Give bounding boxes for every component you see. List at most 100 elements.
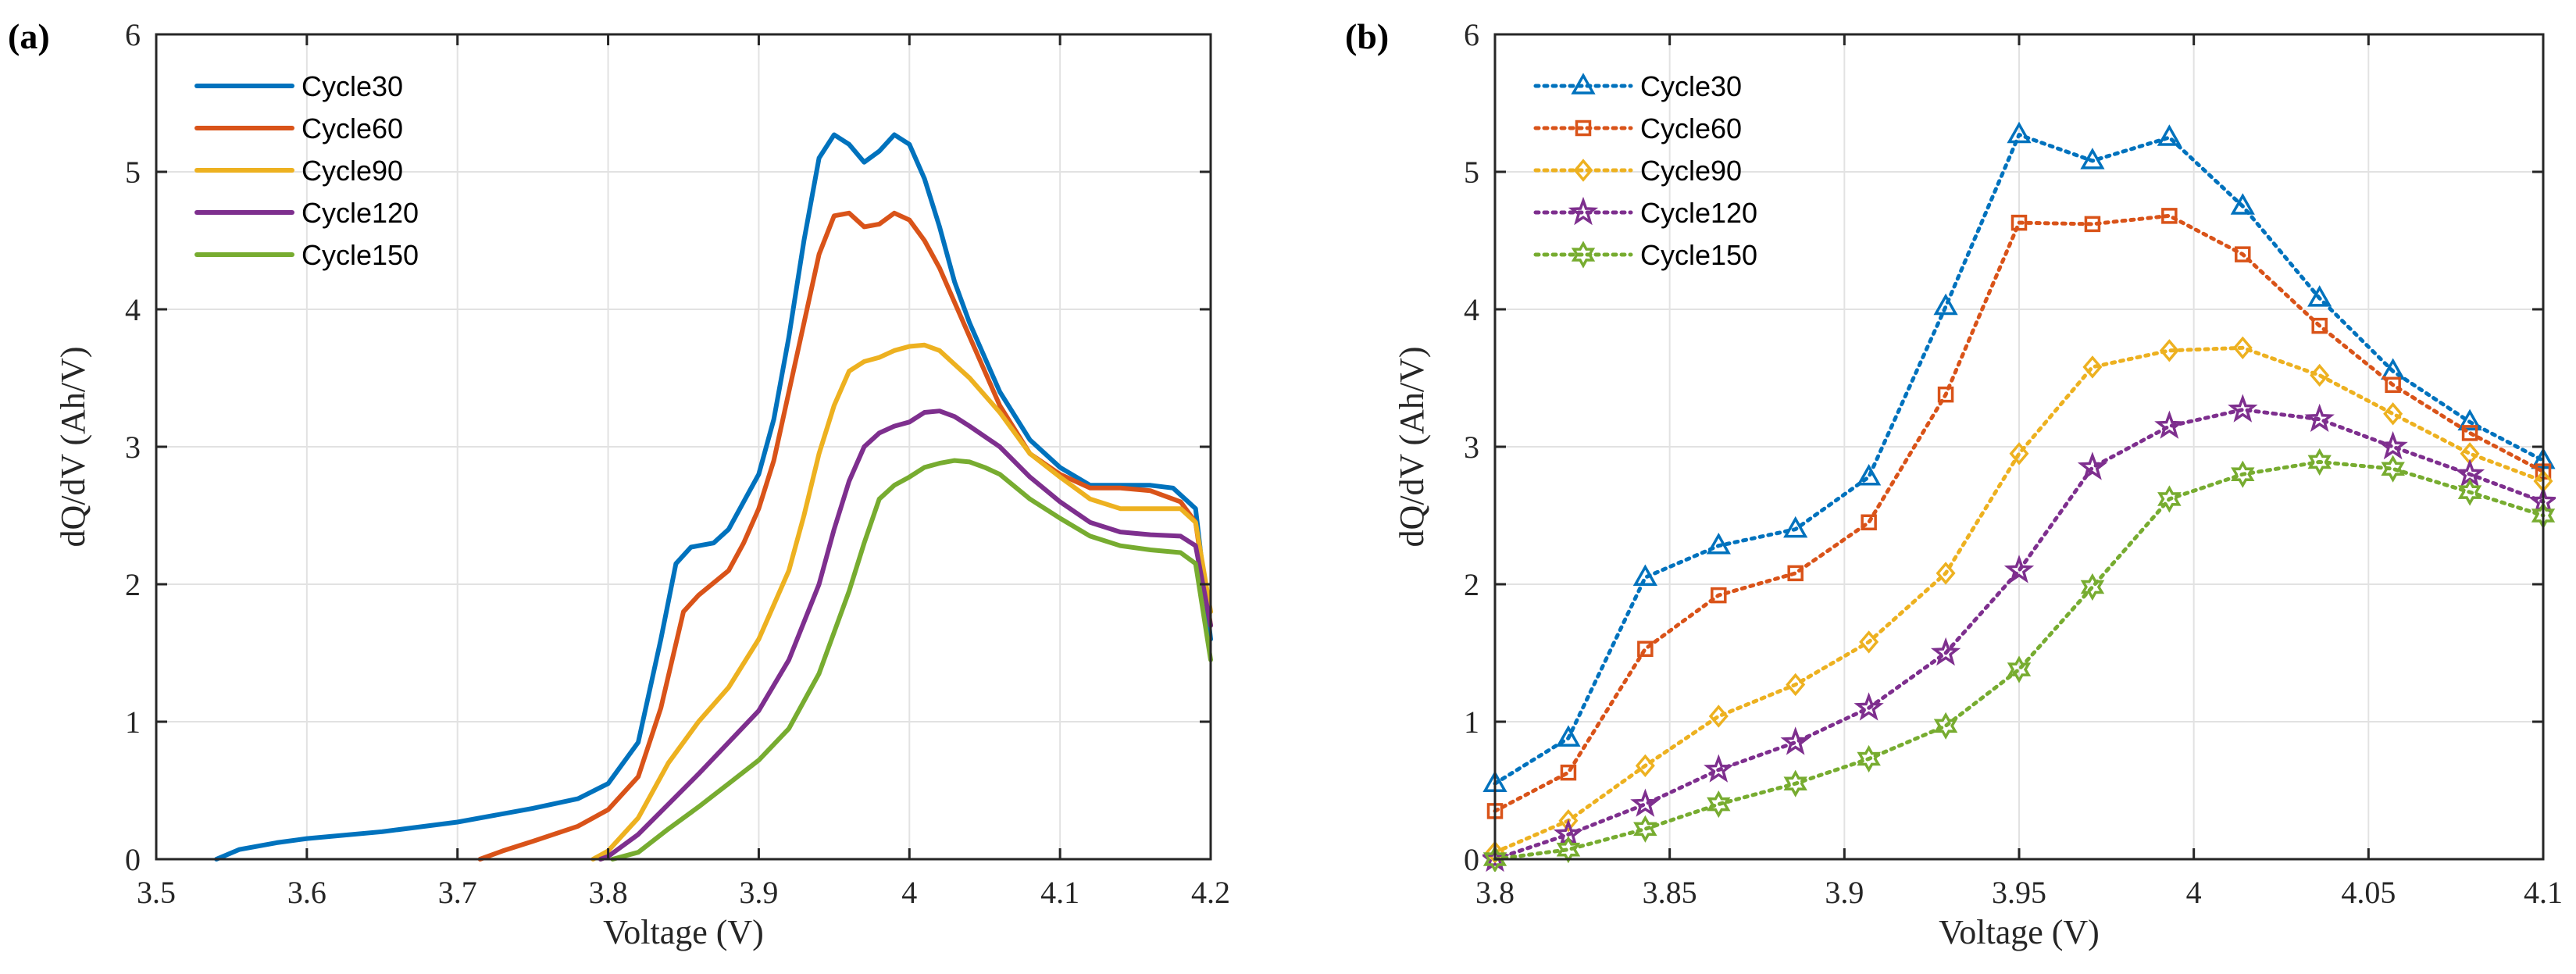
- data-point-cycle90: [1485, 840, 1505, 864]
- data-point-cycle150: [1783, 769, 1807, 797]
- data-point-cycle90: [2009, 442, 2029, 466]
- data-point-cycle30: [1706, 532, 1731, 555]
- data-point-cycle150: [2080, 573, 2105, 601]
- y-tick-label: 2: [125, 567, 141, 602]
- legend-marker-cycle150: [1571, 241, 1596, 269]
- x-tick-label: 3.7: [438, 875, 477, 910]
- series-line-cycle60: [477, 210, 1213, 862]
- data-point-cycle120: [2228, 394, 2258, 423]
- data-point-cycle120: [1780, 726, 1811, 755]
- legend-marker-cycle90: [1573, 159, 1593, 182]
- x-tick-label: 3.95: [1992, 875, 2046, 910]
- y-tick-label: 5: [125, 155, 141, 190]
- data-point-cycle120: [1930, 637, 1961, 666]
- data-point-cycle90: [2310, 363, 2330, 387]
- x-tick-label: 3.85: [1643, 875, 1697, 910]
- x-tick-label: 3.8: [589, 875, 628, 910]
- data-point-cycle60: [2010, 214, 2028, 231]
- series-line-cycle150: [1493, 459, 2546, 862]
- y-tick-label: 2: [1464, 567, 1479, 602]
- legend-label-cycle120: Cycle120: [1640, 197, 1757, 229]
- data-point-cycle150: [1633, 815, 1657, 843]
- legend-label-cycle120: Cycle120: [301, 197, 419, 229]
- y-axis-label: dQ/dV (Ah/V): [54, 346, 92, 547]
- data-point-cycle90: [2082, 355, 2103, 379]
- y-axis-label: dQ/dV (Ah/V): [1393, 346, 1431, 547]
- legend: Cycle30 Cycle60 Cycle90 Cycle120 Cycle150: [1533, 70, 1757, 271]
- data-point-cycle150: [1857, 744, 1881, 773]
- legend-label-cycle150: Cycle150: [301, 239, 419, 271]
- x-tick-label: 4.2: [1191, 875, 1230, 910]
- data-point-cycle30: [1933, 293, 1958, 316]
- y-tick-label: 4: [125, 292, 141, 327]
- data-point-cycle30: [1783, 516, 1808, 538]
- y-tick-label: 3: [1464, 430, 1479, 465]
- series-line-cycle30: [214, 132, 1213, 862]
- chart-a: 3.5 3.6 3.7 3.8 3.9 4 4.1 4.2 0 1 2 3 4 5 6 Voltage (V)…: [8, 16, 1230, 951]
- data-point-cycle60: [1937, 386, 1954, 403]
- legend-label-cycle150: Cycle150: [1640, 239, 1757, 271]
- data-point-cycle120: [1854, 692, 1884, 721]
- series-line-cycle90: [1493, 345, 2546, 854]
- y-tick-label: 1: [125, 705, 141, 740]
- x-tick-label: 3.8: [1475, 875, 1515, 910]
- data-point-cycle60: [2084, 216, 2101, 233]
- x-axis-label: Voltage (V): [1939, 913, 2100, 951]
- data-point-cycle90: [2232, 336, 2253, 359]
- data-point-cycle150: [2157, 485, 2182, 513]
- data-point-cycle120: [2304, 403, 2335, 433]
- data-point-cycle120: [1704, 754, 1734, 783]
- data-point-cycle150: [2381, 455, 2405, 483]
- data-point-cycle150: [1482, 845, 1507, 872]
- data-point-cycle30: [2230, 193, 2255, 215]
- series-line-cycle120: [1493, 408, 2546, 862]
- data-point-cycle30: [2307, 285, 2332, 307]
- series-line-cycle30: [1493, 133, 2546, 786]
- data-point-cycle90: [2159, 339, 2179, 362]
- data-point-cycle30: [2157, 124, 2182, 146]
- series-line-cycle150: [610, 458, 1213, 862]
- data-point-cycle30: [2080, 148, 2105, 169]
- data-point-cycle60: [1637, 640, 1654, 657]
- data-point-cycle120: [2003, 555, 2035, 583]
- data-point-cycle90: [1859, 630, 1879, 654]
- data-point-cycle60: [2461, 425, 2478, 441]
- legend-marker-cycle120: [1568, 196, 1599, 226]
- data-point-cycle120: [2154, 410, 2185, 439]
- x-tick-label: 4: [901, 875, 917, 910]
- data-point-cycle120: [1630, 788, 1661, 817]
- data-point-cycle30: [2457, 409, 2482, 431]
- panel-label: (a): [8, 16, 50, 56]
- data-point-cycle120: [2077, 451, 2108, 480]
- y-tick-label: 5: [1464, 155, 1479, 190]
- data-point-cycle150: [1707, 790, 1731, 819]
- x-tick-label: 3.5: [137, 875, 176, 910]
- legend: Cycle30 Cycle60 Cycle90 Cycle120 Cycle150: [194, 70, 419, 271]
- series-line-cycle60: [1493, 213, 2546, 813]
- data-point-cycle60: [1486, 803, 1504, 819]
- data-point-cycle90: [1786, 673, 1806, 697]
- data-point-cycle120: [2378, 430, 2408, 460]
- legend-marker-cycle30: [1571, 73, 1596, 95]
- data-point-cycle90: [1708, 705, 1729, 728]
- data-point-cycle150: [2231, 460, 2255, 488]
- data-point-cycle60: [2235, 246, 2251, 262]
- plot-area: [214, 132, 1213, 862]
- y-tick-label: 6: [125, 17, 141, 52]
- legend-label-cycle90: Cycle90: [301, 155, 403, 187]
- data-point-cycle150: [1933, 712, 1958, 740]
- y-tick-label: 4: [1464, 292, 1479, 327]
- data-point-cycle30: [2007, 121, 2032, 144]
- panel-label: (b): [1345, 16, 1389, 56]
- data-point-cycle150: [1556, 836, 1581, 864]
- data-point-cycle30: [1857, 463, 1882, 486]
- data-point-cycle60: [1787, 565, 1804, 582]
- y-tick-label: 0: [125, 842, 141, 877]
- x-tick-label: 3.9: [1825, 875, 1864, 910]
- x-tick-label: 3.6: [287, 875, 326, 910]
- data-point-cycle90: [1635, 754, 1655, 778]
- legend-label-cycle60: Cycle60: [1640, 112, 1742, 144]
- y-tick-label: 3: [125, 430, 141, 465]
- data-point-cycle90: [1936, 562, 1956, 585]
- data-point-cycle30: [1632, 564, 1657, 586]
